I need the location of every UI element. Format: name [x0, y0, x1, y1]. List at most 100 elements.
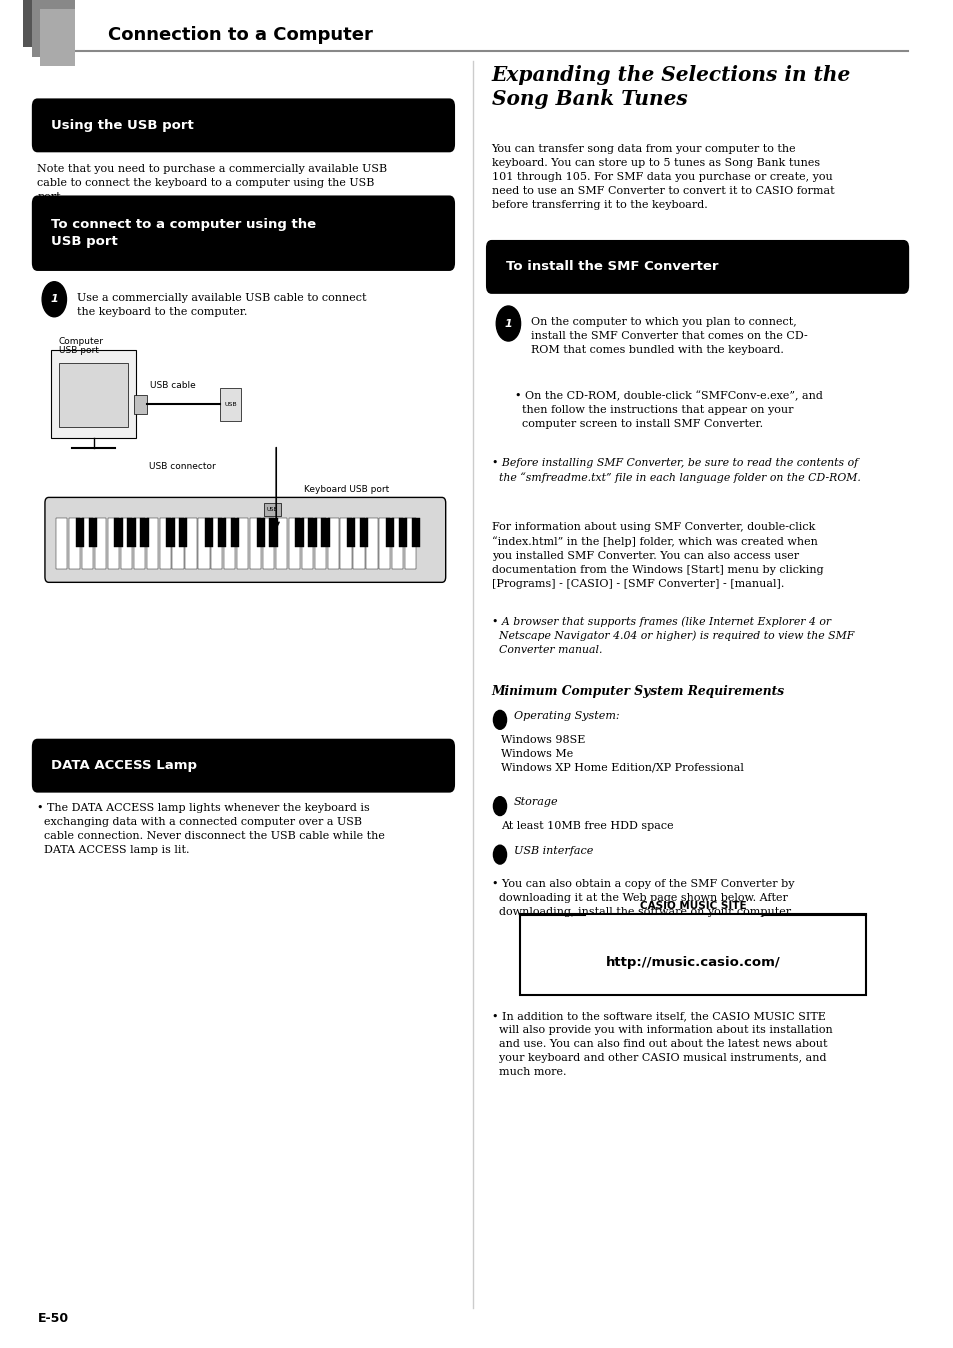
Bar	[385, 518, 394, 547]
Circle shape	[493, 797, 506, 816]
Bar	[340, 518, 352, 569]
Bar	[295, 518, 303, 547]
Text: Note that you need to purchase a commercially available USB
cable to connect the: Note that you need to purchase a commerc…	[37, 164, 387, 202]
Text: USB: USB	[267, 507, 277, 512]
Bar	[51, 350, 135, 438]
FancyBboxPatch shape	[45, 497, 445, 582]
Text: 1: 1	[51, 294, 58, 305]
Text: • You can also obtain a copy of the SMF Converter by
  downloading it at the Web: • You can also obtain a copy of the SMF …	[491, 879, 793, 917]
Text: To install the SMF Converter: To install the SMF Converter	[505, 260, 718, 274]
Bar	[114, 518, 123, 547]
Bar	[75, 518, 84, 547]
Bar	[140, 518, 149, 547]
Bar	[353, 518, 364, 569]
FancyBboxPatch shape	[24, 0, 75, 47]
Bar	[392, 518, 403, 569]
Circle shape	[496, 306, 520, 341]
Bar	[398, 518, 407, 547]
FancyBboxPatch shape	[40, 9, 75, 66]
Text: For information about using SMF Converter, double-click
“index.html” in the [hel: For information about using SMF Converte…	[491, 522, 822, 589]
Text: Minimum Computer System Requirements: Minimum Computer System Requirements	[491, 685, 784, 698]
Bar	[56, 518, 68, 569]
Bar	[314, 518, 326, 569]
Text: • On the CD-ROM, double-click “SMFConv-e.exe”, and
  then follow the instruction: • On the CD-ROM, double-click “SMFConv-e…	[515, 391, 822, 430]
Bar	[108, 518, 119, 569]
Text: DATA ACCESS Lamp: DATA ACCESS Lamp	[51, 759, 197, 772]
Bar	[275, 518, 287, 569]
Bar	[405, 518, 416, 569]
Bar	[211, 518, 222, 569]
Bar	[519, 914, 865, 995]
Circle shape	[493, 710, 506, 729]
Bar	[205, 518, 213, 547]
Bar	[378, 518, 390, 569]
Bar	[264, 503, 280, 516]
Text: Computer: Computer	[59, 337, 104, 346]
Text: To connect to a computer using the
USB port: To connect to a computer using the USB p…	[51, 218, 316, 248]
Bar	[69, 518, 80, 569]
Text: Windows 98SE
Windows Me
Windows XP Home Edition/XP Professional: Windows 98SE Windows Me Windows XP Home …	[500, 735, 743, 772]
Bar	[301, 518, 313, 569]
Circle shape	[42, 282, 67, 317]
FancyBboxPatch shape	[31, 98, 455, 152]
Text: Operating System:: Operating System:	[514, 710, 619, 721]
Bar	[366, 518, 377, 569]
Bar	[327, 518, 338, 569]
Bar	[95, 518, 106, 569]
Circle shape	[493, 845, 506, 864]
Text: • Before installing SMF Converter, be sure to read the contents of
  the “smfrea: • Before installing SMF Converter, be su…	[491, 458, 860, 484]
Bar	[250, 518, 261, 569]
Text: • The DATA ACCESS lamp lights whenever the keyboard is
  exchanging data with a : • The DATA ACCESS lamp lights whenever t…	[37, 803, 385, 856]
Text: CASIO MUSIC SITE: CASIO MUSIC SITE	[639, 902, 745, 911]
Bar	[89, 518, 97, 547]
Bar	[231, 518, 239, 547]
FancyBboxPatch shape	[485, 240, 908, 294]
Text: On the computer to which you plan to connect,
install the SMF Converter that com: On the computer to which you plan to con…	[530, 317, 807, 355]
Text: Using the USB port: Using the USB port	[51, 119, 194, 132]
Bar	[224, 518, 235, 569]
Bar	[347, 518, 355, 547]
Bar	[289, 518, 299, 569]
Bar	[198, 518, 210, 569]
Text: Storage: Storage	[514, 797, 558, 807]
Bar	[237, 518, 248, 569]
Text: 1: 1	[504, 318, 512, 329]
Bar	[256, 518, 265, 547]
Bar	[269, 518, 277, 547]
Bar	[127, 518, 135, 547]
Bar	[217, 518, 226, 547]
Text: You can transfer song data from your computer to the
keyboard. You can store up : You can transfer song data from your com…	[491, 144, 833, 210]
Bar	[172, 518, 184, 569]
Bar	[133, 518, 145, 569]
Bar	[411, 518, 419, 547]
FancyBboxPatch shape	[31, 0, 75, 57]
Text: Expanding the Selections in the
Song Bank Tunes: Expanding the Selections in the Song Ban…	[491, 65, 850, 109]
Text: Use a commercially available USB cable to connect
the keyboard to the computer.: Use a commercially available USB cable t…	[76, 293, 366, 317]
Bar	[359, 518, 368, 547]
Bar	[82, 518, 93, 569]
Bar	[59, 363, 128, 427]
Text: At least 10MB free HDD space: At least 10MB free HDD space	[500, 821, 673, 830]
FancyBboxPatch shape	[31, 739, 455, 793]
Text: Keyboard USB port: Keyboard USB port	[304, 485, 389, 493]
Bar	[166, 518, 174, 547]
Text: USB port: USB port	[59, 345, 99, 355]
Text: USB connector: USB connector	[149, 462, 215, 470]
Bar	[133, 395, 147, 414]
Bar	[147, 518, 157, 569]
Bar	[159, 518, 171, 569]
Text: USB interface: USB interface	[514, 845, 593, 856]
Bar	[179, 518, 187, 547]
Bar	[220, 388, 240, 421]
Text: USB cable: USB cable	[151, 381, 196, 390]
Text: • In addition to the software itself, the CASIO MUSIC SITE
  will also provide y: • In addition to the software itself, th…	[491, 1011, 831, 1077]
Bar	[321, 518, 329, 547]
Bar	[121, 518, 132, 569]
Bar	[185, 518, 196, 569]
FancyBboxPatch shape	[31, 195, 455, 271]
Bar	[308, 518, 316, 547]
Text: • A browser that supports frames (like Internet Explorer 4 or
  Netscape Navigat: • A browser that supports frames (like I…	[491, 616, 853, 655]
Text: http://music.casio.com/: http://music.casio.com/	[605, 956, 780, 969]
Text: Connection to a Computer: Connection to a Computer	[108, 26, 373, 44]
Text: USB: USB	[224, 402, 236, 407]
